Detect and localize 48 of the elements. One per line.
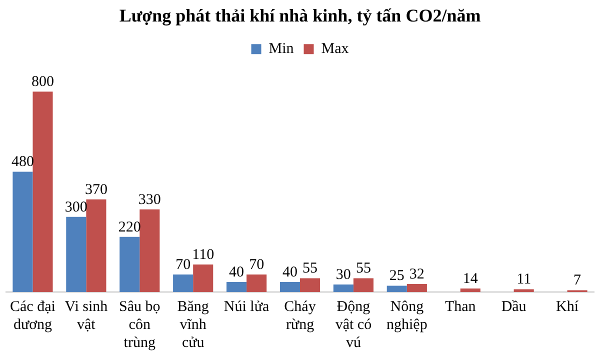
legend-label: Min (268, 41, 294, 58)
data-label: 330 (138, 192, 161, 208)
data-label: 70 (249, 256, 264, 273)
bar (32, 92, 53, 292)
bar (353, 278, 374, 292)
bar (333, 284, 354, 292)
data-label: 40 (282, 264, 298, 280)
x-tick-label: Các đại dương (10, 298, 56, 333)
data-label: 800 (32, 74, 54, 90)
bar (140, 209, 160, 292)
data-label: 55 (302, 260, 318, 277)
data-label: 70 (176, 256, 191, 273)
x-tick-label: Động vật có vú (335, 298, 372, 351)
x-tick-label: Băng vĩnh cửu (177, 298, 210, 351)
chart-title: Lượng phát thải khí nhà kinh, tỷ tấn CO2/năm (119, 5, 481, 26)
x-tick-label: Dầu (501, 298, 527, 315)
x-tick-label: Nông nghiệp (386, 298, 428, 333)
legend-label: Max (321, 41, 350, 58)
bar (193, 264, 214, 292)
x-tick-label: Khí (556, 298, 580, 315)
bar (514, 289, 534, 292)
bar (66, 216, 86, 292)
bar (460, 288, 480, 292)
bar (120, 236, 140, 292)
bar (406, 284, 427, 292)
x-tick-label: Núi lửa (224, 298, 270, 315)
bar (173, 274, 194, 292)
bar (86, 199, 106, 292)
x-tick-label: Sâu bọ côn trùng (119, 298, 160, 351)
x-tick-label: Cháy rừng (284, 298, 316, 333)
x-tick-label: Vi sinh vật (64, 298, 108, 333)
bar (226, 282, 247, 292)
data-label: 11 (516, 272, 532, 288)
data-label: 30 (336, 266, 351, 283)
data-label: 55 (356, 260, 371, 277)
data-label: 25 (389, 268, 404, 284)
data-label: 110 (192, 246, 214, 263)
data-label: 40 (229, 264, 244, 280)
bar (386, 286, 407, 292)
data-label: 7 (574, 272, 582, 289)
data-label: 370 (84, 182, 108, 198)
data-label: 32 (409, 266, 424, 282)
bar (246, 274, 267, 292)
bar (280, 282, 300, 292)
x-tick-label: Than (444, 298, 476, 315)
bar (12, 172, 33, 292)
bar (300, 278, 320, 292)
data-label: 14 (462, 270, 478, 287)
